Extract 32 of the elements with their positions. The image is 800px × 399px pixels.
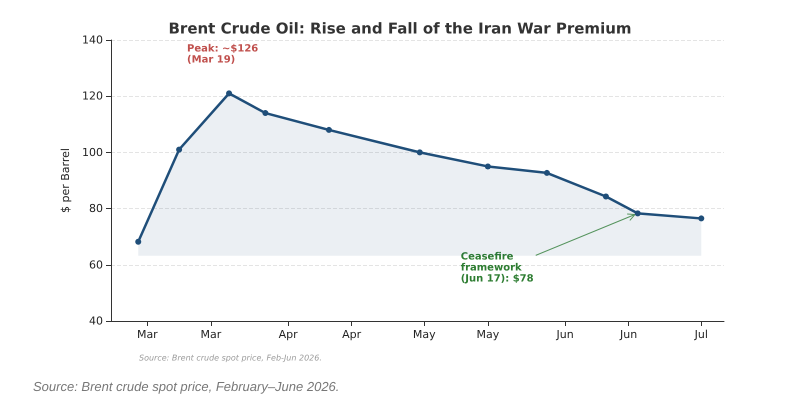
x-tick-label: May [476,328,500,341]
point [602,194,609,200]
point [416,149,423,156]
y-tick-label: 100 [82,146,103,159]
x-tick-label: Apr [342,328,362,341]
y-tick-label: 60 [89,258,103,272]
x-tick-label: Mar [200,328,222,341]
y-tick-label: 40 [89,314,103,328]
y-tick-label: 140 [82,34,103,46]
x-tick-label: May [412,328,436,341]
x-tick-label: Jun [555,328,574,341]
annotation: Peak: ~$126 (Mar 19) [187,43,258,66]
x-tick-label: Jun [619,328,638,341]
point [262,110,268,116]
point [544,170,550,176]
point [226,90,232,96]
source-note: Source: Brent crude spot price, Feb-Jun 2026. [139,354,322,362]
y-tick-label: 120 [82,90,103,103]
annotation: Ceasefire framework (Jun 17): $78 [460,251,534,284]
point [176,146,182,153]
x-tick-label: Jul [694,328,708,341]
chart-title: Brent Crude Oil: Rise and Fall of the Iran War Premium [168,20,632,38]
x-tick-label: Apr [278,328,298,341]
point [484,163,491,170]
point [698,215,704,222]
point [634,210,641,216]
point [326,126,332,133]
source-note: Source: Brent crude spot price, February–June 2026. [33,379,340,394]
point [135,238,142,245]
y-axis-title: $ per Barrel [59,148,72,213]
y-tick-label: 80 [89,202,103,216]
x-tick-label: Mar [136,328,158,341]
